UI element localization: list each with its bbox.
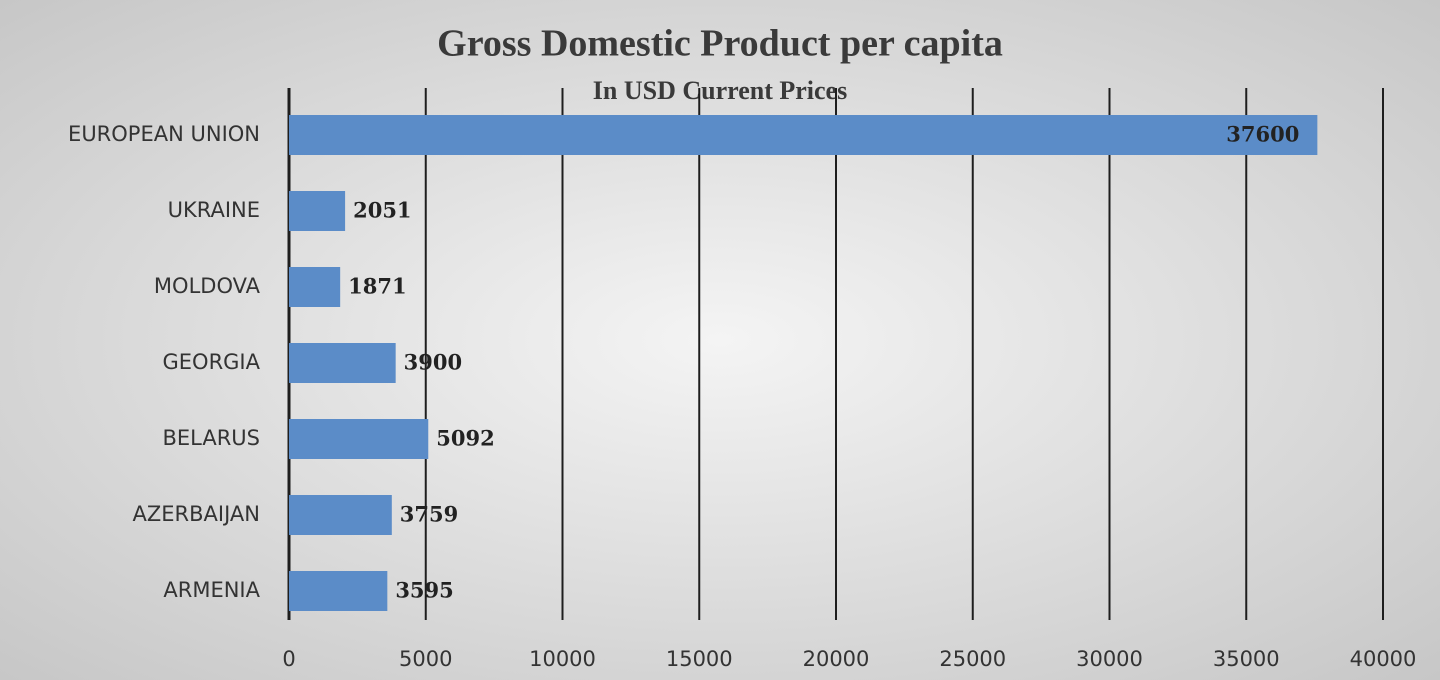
value-label: 3759 <box>400 502 458 527</box>
x-tick-label: 10000 <box>529 647 596 671</box>
bar <box>289 267 341 307</box>
y-tick-label: ARMENIA <box>163 578 260 602</box>
x-tick-label: 25000 <box>939 647 1006 671</box>
x-tick-label: 30000 <box>1076 647 1143 671</box>
value-label: 1871 <box>348 274 406 299</box>
value-label: 2051 <box>353 198 411 223</box>
y-tick-label: AZERBAIJAN <box>133 502 260 526</box>
y-tick-label: MOLDOVA <box>154 274 261 298</box>
y-tick-label: BELARUS <box>162 426 260 450</box>
bar <box>289 495 392 535</box>
x-tick-label: 15000 <box>666 647 733 671</box>
chart-subtitle: In USD Current Prices <box>593 76 847 105</box>
value-label: 3595 <box>395 578 453 603</box>
bar <box>289 571 388 611</box>
value-label: 3900 <box>404 350 462 375</box>
x-tick-label: 40000 <box>1350 647 1417 671</box>
x-tick-label: 5000 <box>399 647 452 671</box>
y-tick-label: EUROPEAN UNION <box>68 122 260 146</box>
bar <box>289 115 1318 155</box>
x-tick-label: 0 <box>282 647 295 671</box>
value-label: 37600 <box>1226 122 1299 147</box>
chart-title: Gross Domestic Product per capita <box>437 23 1003 65</box>
value-label: 5092 <box>436 426 494 451</box>
bar <box>289 419 429 459</box>
bar <box>289 191 346 231</box>
y-tick-label: GEORGIA <box>163 350 261 374</box>
x-tick-label: 35000 <box>1213 647 1280 671</box>
x-tick-label: 20000 <box>803 647 870 671</box>
y-tick-label: UKRAINE <box>168 198 260 222</box>
bar <box>289 343 396 383</box>
